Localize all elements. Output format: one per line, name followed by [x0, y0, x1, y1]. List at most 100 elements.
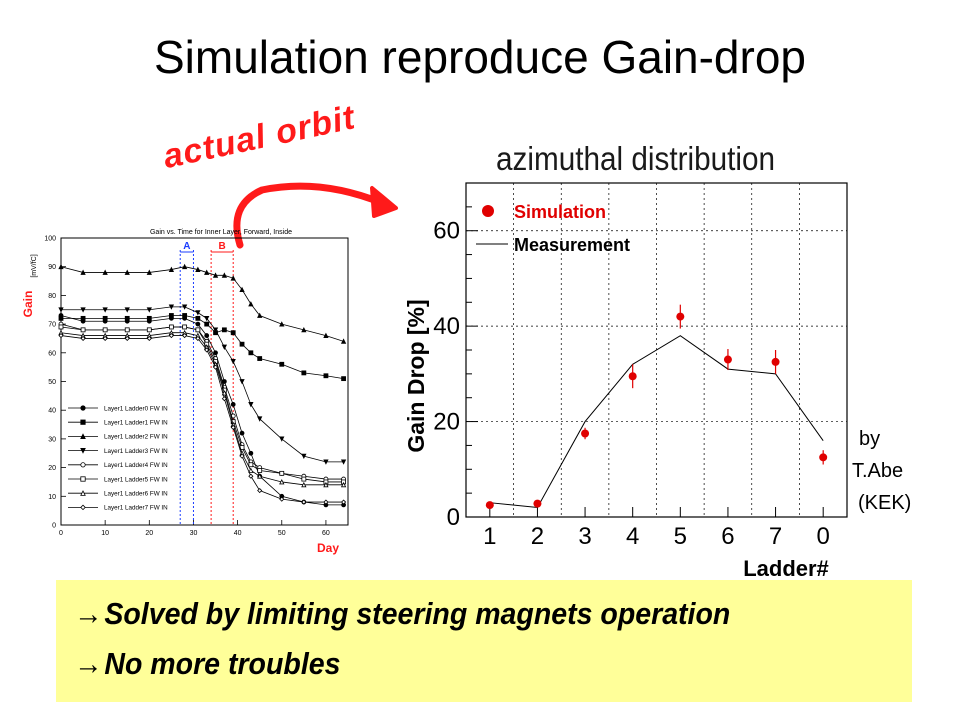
- conclusion-line-1: →Solved by limiting steering magnets ope…: [74, 596, 730, 632]
- conclusion-banner: →Solved by limiting steering magnets ope…: [56, 580, 912, 702]
- gain-series-point: [279, 436, 285, 442]
- legend-label: Layer1 Ladder2 FW IN: [104, 434, 168, 441]
- gain-series-point: [239, 286, 245, 293]
- gain-series-point: [58, 307, 64, 313]
- right-arrow-icon: →: [74, 596, 103, 631]
- gain-y-tick-label: 70: [48, 322, 56, 329]
- gain-series-line: [61, 315, 344, 380]
- gain-y-tick-label: 0: [52, 523, 56, 530]
- simulation-point: [581, 429, 590, 438]
- right-arrow-icon: →: [74, 646, 103, 681]
- gain-series-point: [204, 333, 210, 338]
- gain-series-point: [323, 499, 329, 505]
- gain-series-point: [239, 430, 245, 436]
- azimuthal-distribution-chart: Gain Drop [%] Ladder# 0 20 40 60 1 2 3 4 5 6 7 0 Si…: [403, 182, 848, 581]
- gain-series-point: [279, 361, 285, 367]
- period-marker-label: A: [183, 241, 190, 252]
- gain-series-point: [124, 269, 130, 275]
- simulation-point: [676, 312, 685, 321]
- gain-series-point: [279, 496, 285, 502]
- gain-series-point: [204, 269, 210, 275]
- gain-series-point: [239, 453, 245, 459]
- gain-series-point: [102, 269, 108, 275]
- azi-x-tick-label: 5: [674, 523, 687, 550]
- legend-marker: [80, 405, 86, 411]
- gain-series-point: [58, 315, 64, 321]
- gain-series-point: [195, 315, 201, 321]
- gain-series-point: [239, 379, 245, 385]
- azi-xlabel: Ladder#: [743, 556, 829, 581]
- gain-series-point: [80, 269, 86, 275]
- gain-series-point: [248, 467, 254, 473]
- legend-marker: [80, 447, 86, 454]
- gain-series-point: [168, 324, 174, 330]
- legend-marker: [80, 419, 86, 425]
- gain-series-point: [323, 481, 329, 488]
- gain-series-point: [279, 321, 285, 327]
- gain-chart-ylabel: Gain: [21, 291, 35, 318]
- simulation-point: [723, 355, 732, 364]
- gain-series-point: [340, 459, 347, 465]
- gain-series-point: [146, 335, 152, 342]
- credit-by: by: [859, 428, 881, 450]
- gain-series-point: [257, 416, 263, 422]
- gain-series-point: [230, 402, 236, 407]
- azi-x-tick-label: 0: [817, 523, 830, 550]
- gain-x-tick-label: 20: [145, 530, 153, 537]
- conclusion-text-1: Solved by limiting steering magnets oper…: [104, 596, 731, 631]
- gain-series-point: [341, 376, 346, 382]
- gain-series-point: [146, 315, 152, 321]
- gain-series-point: [181, 263, 188, 270]
- azi-y-tick-label: 40: [433, 313, 460, 340]
- gain-chart-title: Gain vs. Time for Inner Layer, Forward, …: [150, 229, 292, 236]
- gain-series-point: [195, 266, 201, 272]
- gain-series-point: [301, 476, 307, 482]
- gain-series-point: [323, 459, 329, 465]
- gain-x-tick-label: 50: [278, 530, 286, 537]
- gain-series-point: [204, 321, 210, 327]
- azimuthal-distribution-label: azimuthal distribution: [496, 140, 775, 177]
- gain-series-point: [124, 335, 130, 342]
- gain-y-tick-label: 30: [48, 436, 56, 443]
- slide-title: Simulation reproduce Gain-drop: [153, 31, 807, 83]
- gain-series-point: [102, 335, 108, 342]
- azi-x-tick-label: 2: [531, 523, 544, 550]
- gain-series-point: [58, 324, 64, 330]
- gain-series-point: [213, 350, 218, 356]
- gain-series-point: [146, 327, 152, 333]
- gain-y-tick-label: 80: [48, 293, 56, 300]
- gain-series-point: [182, 324, 188, 330]
- gain-series-point: [323, 373, 329, 379]
- gain-series-point: [168, 304, 175, 310]
- gain-series-point: [212, 327, 219, 333]
- gain-y-tick-label: 90: [48, 264, 56, 271]
- gain-series-point: [181, 304, 188, 310]
- gain-y-tick-label: 40: [48, 408, 56, 415]
- legend-simulation-marker: [482, 205, 494, 217]
- gain-series-point: [239, 341, 245, 347]
- simulation-point: [771, 357, 780, 366]
- legend-marker: [80, 476, 86, 482]
- legend-label: Layer1 Ladder6 FW IN: [104, 491, 168, 498]
- gain-chart-xlabel: Day: [317, 541, 339, 555]
- gain-series-line: [60, 323, 344, 480]
- gain-x-tick-label: 30: [190, 530, 198, 537]
- gain-chart-ylabel-unit: [mV/fC]: [31, 254, 38, 277]
- gain-y-tick-label: 50: [48, 379, 56, 386]
- gain-series-point: [230, 275, 236, 281]
- orbit-arrow-head: [370, 186, 398, 218]
- gain-series-point: [80, 307, 86, 313]
- period-marker-label: B: [219, 241, 226, 252]
- gain-series-point: [168, 313, 174, 318]
- legend-label: Layer1 Ladder1 FW IN: [104, 420, 168, 427]
- gain-series-point: [248, 301, 254, 307]
- azi-x-tick-label: 6: [721, 523, 734, 550]
- gain-series-point: [301, 499, 307, 505]
- gain-series-point: [301, 453, 307, 460]
- gain-series-point: [182, 313, 188, 318]
- gain-series-point: [257, 487, 263, 494]
- gain-series-point: [102, 327, 108, 333]
- gain-series-point: [204, 315, 210, 322]
- gain-x-tick-label: 0: [59, 530, 63, 537]
- simulation-point: [533, 499, 542, 508]
